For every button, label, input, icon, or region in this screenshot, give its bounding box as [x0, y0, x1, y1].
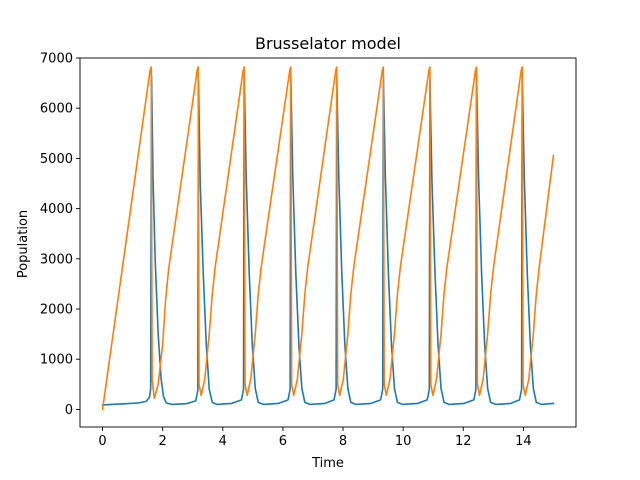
y-tick-label-6000: 6000 — [40, 102, 73, 117]
x-tick-label-2: 2 — [159, 434, 167, 449]
x-axis-label: Time — [311, 456, 344, 471]
x-tick-label-12: 12 — [455, 434, 472, 449]
x-tick-label-10: 10 — [395, 434, 412, 449]
y-tick-label-7000: 7000 — [40, 52, 73, 67]
x-tick-label-4: 4 — [219, 434, 227, 449]
y-axis-label: Population — [16, 210, 31, 278]
x-tick-label-6: 6 — [279, 434, 287, 449]
axes-frame — [79, 57, 577, 428]
y-tick-label-1000: 1000 — [40, 353, 73, 368]
x-tick-label-0: 0 — [98, 434, 106, 449]
x-tick-label-8: 8 — [339, 434, 347, 449]
chart-title: Brusselator model — [255, 34, 401, 53]
y-tick-label-0: 0 — [65, 403, 73, 418]
plot-area: 0 2 4 6 8 10 12 14 0 1000 2000 3000 4000 5000 6000 7000 — [40, 52, 577, 449]
y-tick-label-4000: 4000 — [40, 202, 73, 217]
y-tick-label-5000: 5000 — [40, 152, 73, 167]
y-tick-label-2000: 2000 — [40, 303, 73, 318]
series-line-y — [101, 66, 555, 411]
y-tick-label-3000: 3000 — [40, 252, 73, 267]
x-tick-label-14: 14 — [515, 434, 532, 449]
